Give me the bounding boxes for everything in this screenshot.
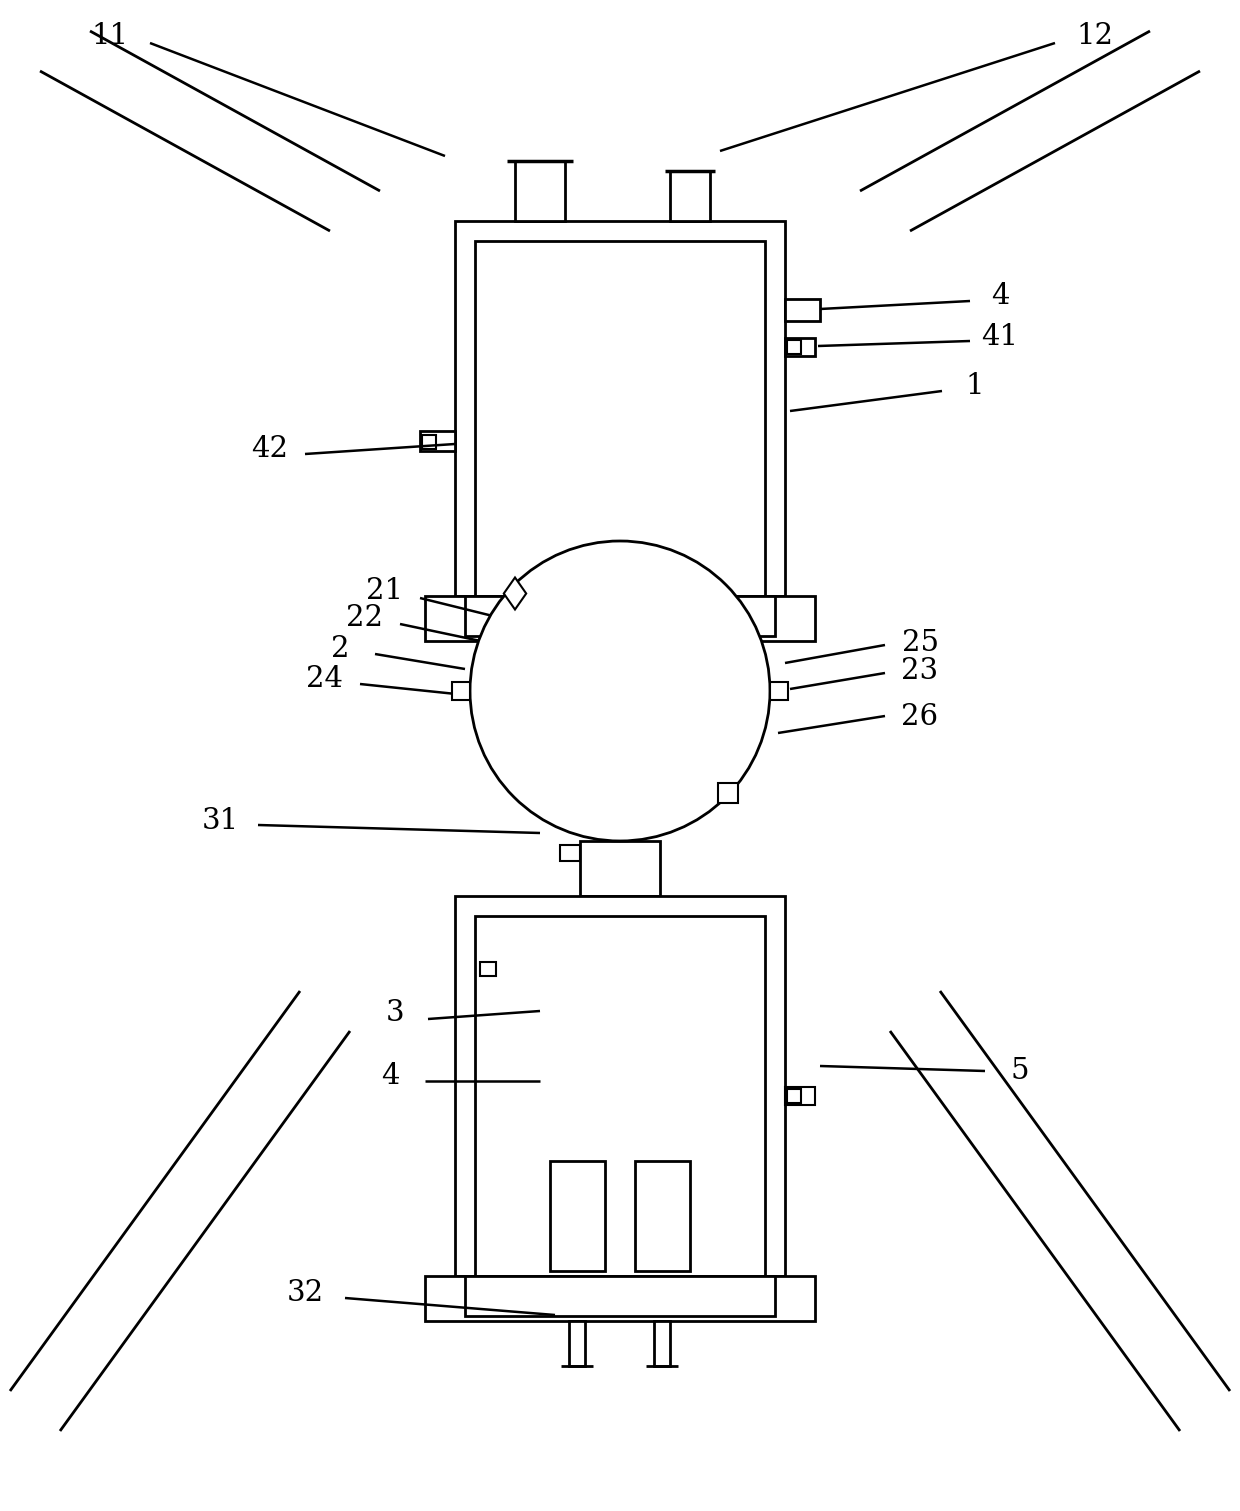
Bar [455, 896, 785, 1275]
Bar [425, 1275, 815, 1321]
Text: 41: 41 [982, 323, 1018, 351]
Bar [770, 681, 787, 700]
Bar [475, 916, 765, 1275]
Bar [455, 221, 785, 595]
Bar [465, 1275, 775, 1316]
Bar [785, 338, 815, 357]
Text: 26: 26 [901, 703, 939, 731]
Bar [465, 595, 775, 636]
Text: 4: 4 [381, 1062, 399, 1089]
Bar [635, 1160, 689, 1271]
Text: 21: 21 [367, 577, 403, 604]
Bar [613, 635, 627, 648]
Text: 32: 32 [286, 1278, 324, 1307]
Text: 5: 5 [1011, 1058, 1029, 1085]
Text: 11: 11 [92, 23, 129, 50]
Text: 4: 4 [991, 283, 1009, 310]
Bar [785, 299, 820, 320]
Bar [569, 1321, 585, 1366]
Ellipse shape [470, 541, 770, 842]
Text: 2: 2 [331, 635, 350, 663]
Bar [653, 1321, 670, 1366]
Bar [422, 435, 436, 449]
Text: 42: 42 [252, 435, 289, 462]
Bar [560, 845, 580, 861]
Bar [785, 1086, 815, 1105]
Bar [515, 162, 565, 221]
Polygon shape [503, 577, 526, 609]
Text: 22: 22 [346, 604, 383, 632]
Bar [480, 963, 496, 976]
Bar [787, 340, 801, 354]
Polygon shape [718, 783, 738, 802]
Text: 1: 1 [966, 372, 985, 400]
Bar [580, 641, 660, 681]
Bar [420, 431, 455, 450]
Bar [453, 681, 470, 700]
Bar [551, 1160, 605, 1271]
Bar [425, 595, 815, 641]
Bar [670, 171, 711, 221]
Text: 23: 23 [901, 657, 939, 684]
Text: 3: 3 [386, 999, 404, 1027]
Text: 25: 25 [901, 629, 939, 657]
Bar [475, 240, 765, 595]
Bar [787, 1089, 801, 1103]
Text: 12: 12 [1076, 23, 1114, 50]
Text: 24: 24 [306, 665, 343, 694]
Bar [580, 842, 660, 896]
Text: 31: 31 [201, 807, 238, 836]
